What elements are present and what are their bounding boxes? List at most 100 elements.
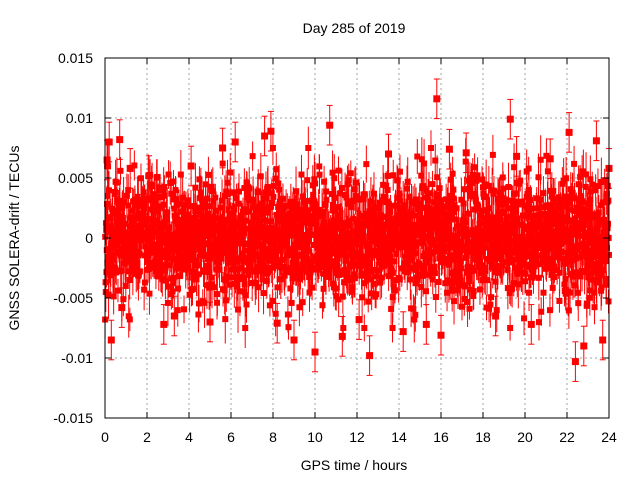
data-point [320,285,327,292]
data-point [447,176,454,183]
data-point [561,231,568,238]
data-point [195,311,202,318]
data-point [476,286,483,293]
data-point [537,156,544,163]
data-point [367,198,374,205]
data-point [165,171,172,178]
data-point [300,264,307,271]
data-point [249,247,256,254]
data-point [401,202,408,209]
data-point [564,258,571,265]
outlier-point [399,328,407,336]
data-point [180,209,187,216]
data-point [463,252,470,259]
data-point [296,304,303,311]
data-point [359,231,366,238]
data-point [152,199,159,206]
data-point [357,228,364,235]
data-point [424,271,431,278]
data-point [526,253,533,260]
data-point [284,232,291,239]
data-point [274,284,281,291]
data-point [257,173,264,180]
data-point [497,247,504,254]
data-point [509,199,516,206]
data-point [464,210,471,217]
data-point [472,198,479,205]
data-point [305,145,312,151]
data-point [525,187,532,194]
data-point [396,168,403,175]
data-point [146,290,153,297]
data-point [294,239,301,246]
data-point [548,193,555,200]
outlier-point [592,137,600,145]
data-point [341,220,348,227]
data-point [447,211,454,218]
data-point [489,230,496,237]
data-point [240,223,247,230]
data-point [349,239,356,246]
data-point [477,212,484,219]
data-point [285,252,292,259]
data-point [297,215,304,222]
data-point [154,173,161,180]
data-point [466,277,473,284]
data-point [530,212,537,219]
data-point [547,265,554,272]
data-point [225,255,232,262]
data-point [549,257,556,264]
data-point [565,253,572,260]
data-point [227,266,234,273]
data-point [493,248,500,255]
data-point [458,196,465,203]
data-point [270,182,277,189]
data-point [226,281,233,288]
data-point [315,251,322,258]
data-point [272,175,279,182]
outlier-point [290,336,298,344]
data-point [512,256,519,263]
data-point [598,179,605,186]
data-point [330,217,337,224]
data-point [172,217,179,224]
data-point [379,223,386,230]
data-point [360,196,367,203]
data-point [211,284,218,291]
data-point [144,258,151,265]
data-point [269,297,276,304]
data-point [218,255,225,262]
data-point [130,254,137,261]
data-point [112,265,119,272]
data-point [225,217,232,224]
data-point [580,220,587,227]
data-point [506,257,513,264]
data-point [202,181,209,188]
data-point [336,268,343,275]
data-point [343,234,350,241]
data-point [227,169,234,176]
data-point [575,181,582,188]
data-point [420,239,427,246]
data-point [260,290,267,297]
data-point [295,267,302,274]
data-point [605,197,612,204]
data-point [123,192,130,199]
data-point [217,204,224,211]
data-point [145,216,152,223]
data-point [601,177,608,184]
data-point [167,179,174,186]
data-point [385,273,392,280]
data-point [299,243,306,250]
outlier-point [462,149,470,157]
data-point [392,202,399,209]
data-point [449,287,456,294]
data-point [319,213,326,220]
data-point [573,204,580,211]
data-point [335,167,342,174]
data-point [403,185,410,192]
data-point [191,268,198,275]
data-point [569,189,576,196]
data-point [179,259,186,266]
outlier-point [571,358,579,366]
